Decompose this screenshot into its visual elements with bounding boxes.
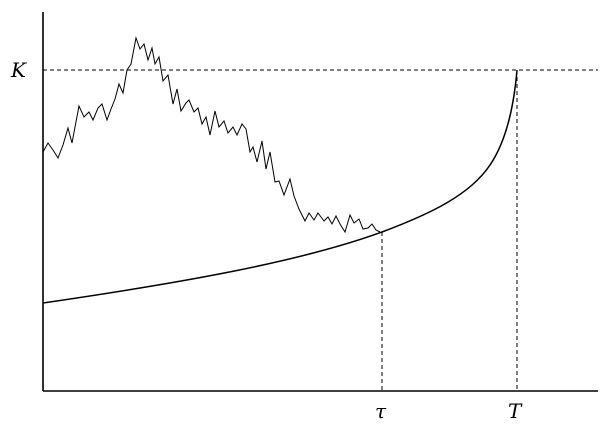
tau-label: τ xyxy=(375,399,387,423)
price-path xyxy=(42,36,381,234)
strike-label: K xyxy=(10,58,27,82)
exercise-boundary-curve xyxy=(42,69,518,304)
maturity-label: T xyxy=(508,399,523,423)
